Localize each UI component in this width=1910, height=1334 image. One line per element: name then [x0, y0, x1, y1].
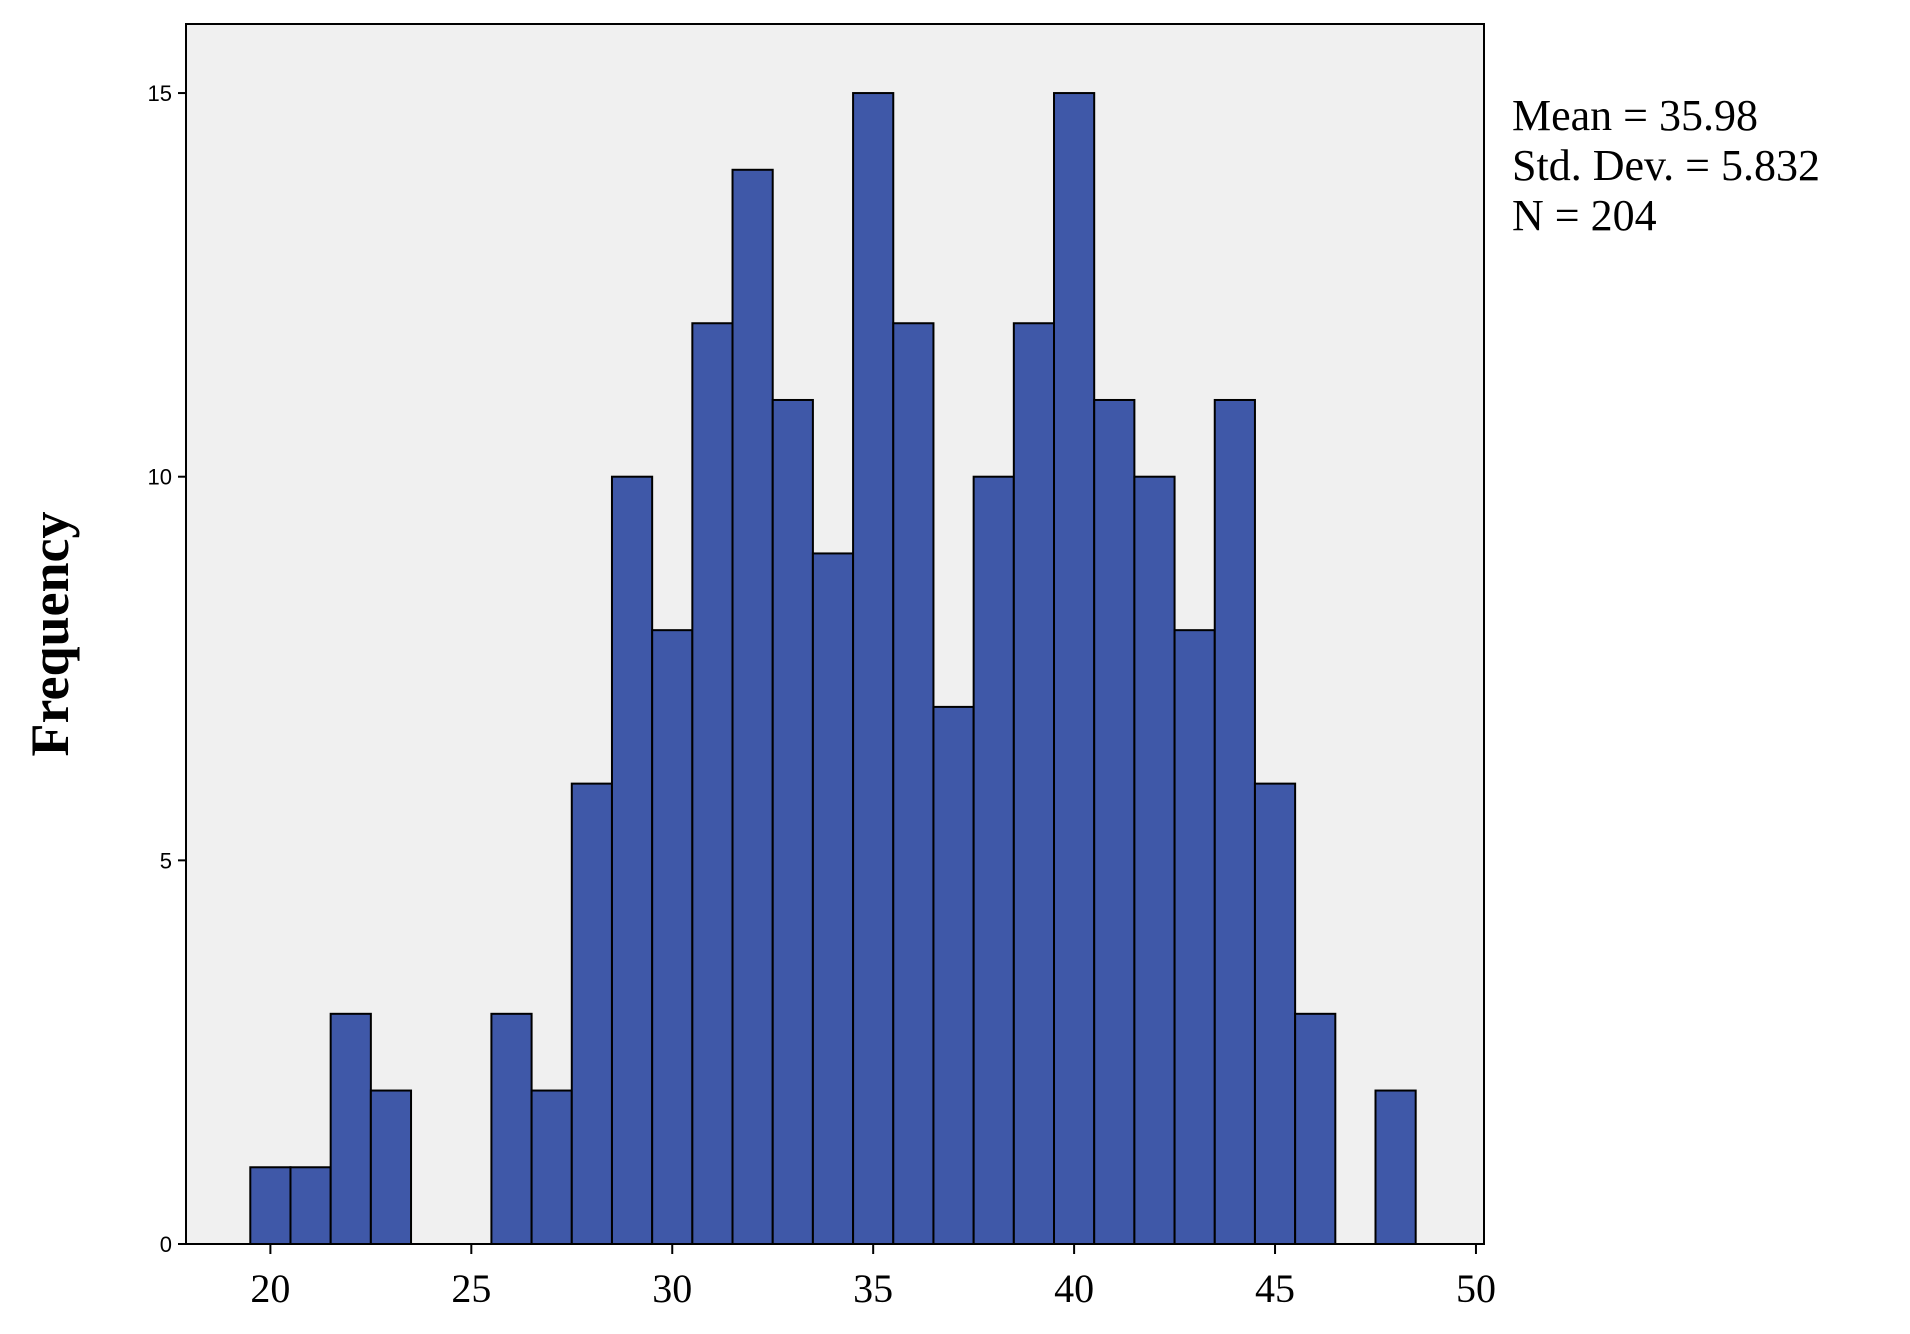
histogram-bar: [610, 475, 654, 1245]
histogram-bar: [1374, 1089, 1417, 1246]
x-ticks-group: 20 25 30 35 40 45 50: [250, 1244, 1496, 1311]
histogram-bar: [1253, 782, 1297, 1245]
x-tick-label: 30: [652, 1266, 692, 1311]
histogram-bar: [369, 1089, 413, 1246]
x-tick-label: 45: [1255, 1266, 1295, 1311]
histogram-bar: [811, 552, 855, 1245]
stats-std-dev: Std. Dev. = 5.832: [1512, 141, 1820, 190]
histogram-bar: [731, 168, 774, 1246]
x-tick-label: 25: [451, 1266, 491, 1311]
x-tick-label: 50: [1456, 1266, 1496, 1311]
x-tick-label: 40: [1054, 1266, 1094, 1311]
histogram-bar: [530, 1089, 573, 1246]
histogram-bar: [1173, 629, 1216, 1245]
stats-n: N = 204: [1512, 191, 1657, 240]
y-tick-label: 5: [160, 848, 172, 873]
histogram-bar: [570, 782, 613, 1245]
histogram-bar: [289, 1166, 332, 1245]
histogram-bar: [329, 1012, 372, 1246]
histogram-bar: [249, 1166, 292, 1245]
y-tick-label: 0: [160, 1232, 172, 1257]
y-axis-label: Frequency: [20, 512, 80, 757]
histogram-bar: [1213, 398, 1256, 1245]
histogram-bar: [932, 705, 975, 1245]
histogram-bar: [691, 322, 734, 1245]
histogram-bar: [1012, 322, 1056, 1245]
histogram-bar: [1133, 475, 1176, 1245]
y-ticks-group: 0 5 10 15: [148, 81, 186, 1257]
histogram-bar: [490, 1012, 533, 1246]
histogram-bar: [972, 475, 1015, 1245]
histogram-bar: [1053, 92, 1096, 1245]
histogram-bar: [892, 322, 935, 1245]
x-tick-label: 35: [853, 1266, 893, 1311]
bars-group: [249, 92, 1417, 1246]
histogram-bar: [651, 629, 694, 1245]
stats-mean: Mean = 35.98: [1512, 91, 1758, 140]
x-tick-label: 20: [250, 1266, 290, 1311]
y-tick-label: 15: [148, 81, 172, 106]
histogram-bar: [1294, 1012, 1337, 1246]
histogram-bar: [1093, 398, 1136, 1245]
stats-box: Mean = 35.98 Std. Dev. = 5.832 N = 204: [1512, 91, 1820, 240]
y-tick-label: 10: [148, 465, 172, 490]
histogram-bar: [852, 92, 895, 1245]
histogram-bar: [771, 398, 814, 1245]
